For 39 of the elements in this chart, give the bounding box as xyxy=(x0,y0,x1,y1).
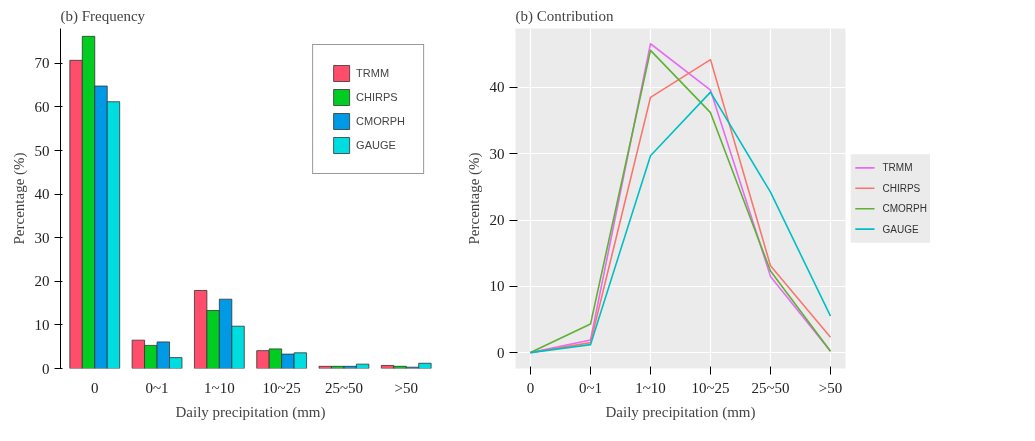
y-tick-label: 20 xyxy=(34,273,50,290)
x-axis-title: Daily precipitation (mm) xyxy=(605,403,756,421)
y-tick-label: 40 xyxy=(489,79,505,96)
chart-title: (b) Contribution xyxy=(515,7,614,25)
legend-label: CMORPH xyxy=(356,115,405,127)
x-tick-label: 25~50 xyxy=(324,379,364,396)
x-tick-label: 25~50 xyxy=(751,379,790,396)
y-tick-label: 30 xyxy=(34,229,50,246)
legend-label: GAUGE xyxy=(882,223,919,235)
y-tick-label: 10 xyxy=(489,278,505,295)
y-tick-label: 30 xyxy=(489,145,505,162)
legend-label: CHIRPS xyxy=(356,91,398,103)
y-tick-label: 0 xyxy=(497,344,505,361)
y-tick-label: 50 xyxy=(34,142,50,159)
x-tick-label: 0~1 xyxy=(578,379,603,396)
x-tick-label: >50 xyxy=(394,379,418,396)
y-tick-label: 20 xyxy=(489,212,505,229)
legend-label: TRMM xyxy=(356,67,390,79)
chart-title: (b) Frequency xyxy=(60,7,146,25)
x-tick-label: 1~10 xyxy=(635,379,666,396)
x-axis-title: Daily precipitation (mm) xyxy=(175,403,326,421)
y-tick-label: 0 xyxy=(42,360,50,377)
x-tick-label: >50 xyxy=(818,379,843,396)
legend-label: GAUGE xyxy=(356,139,396,151)
x-tick-label: 10~25 xyxy=(262,379,301,396)
x-tick-label: 10~25 xyxy=(691,379,730,396)
x-tick-label: 0~1 xyxy=(145,379,169,396)
x-tick-label: 1~10 xyxy=(204,379,235,396)
y-tick-label: 10 xyxy=(34,316,50,333)
y-axis-title: Percentage (%) xyxy=(10,152,28,245)
y-tick-label: 60 xyxy=(34,98,50,115)
y-tick-label: 40 xyxy=(34,186,50,203)
legend-label: CHIRPS xyxy=(882,182,921,194)
legend-label: CMORPH xyxy=(882,203,927,215)
legend-label: TRMM xyxy=(882,162,913,174)
y-axis-title: Percentage (%) xyxy=(465,152,483,245)
x-tick-label: 0 xyxy=(91,379,99,396)
x-tick-label: 0 xyxy=(526,379,535,396)
y-tick-label: 70 xyxy=(34,55,50,72)
